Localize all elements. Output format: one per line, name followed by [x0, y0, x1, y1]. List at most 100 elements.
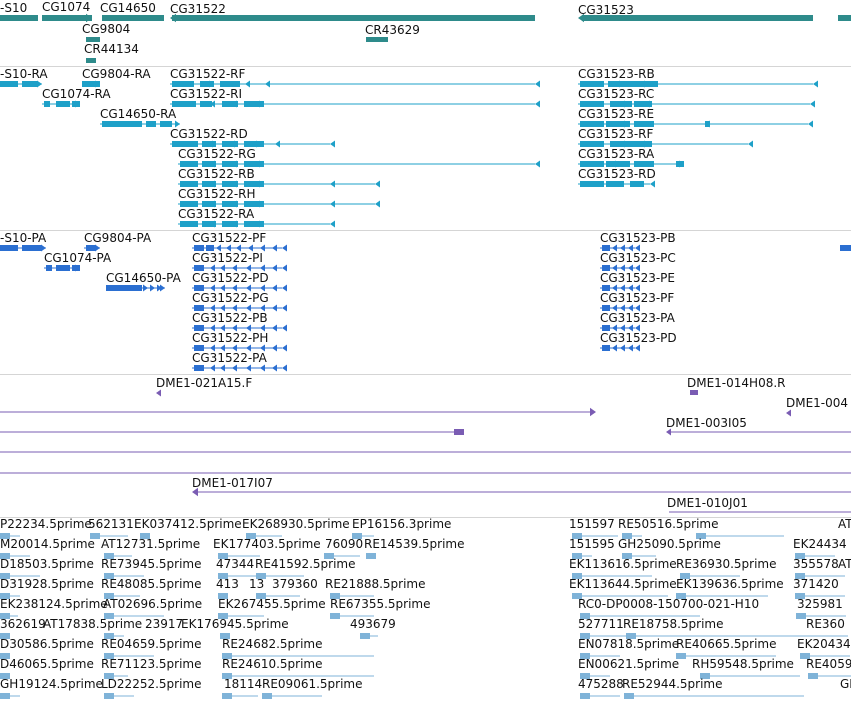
est-block[interactable]	[104, 553, 114, 559]
est-block[interactable]	[330, 613, 340, 619]
est-block[interactable]	[0, 693, 10, 699]
protein-chevron[interactable]	[628, 344, 633, 352]
transcript-exon[interactable]	[172, 81, 194, 87]
transcript-exon[interactable]	[244, 161, 264, 167]
protein-end-arrow[interactable]	[282, 264, 287, 272]
transcript-exon[interactable]	[200, 101, 212, 107]
est-block[interactable]	[795, 573, 805, 579]
transcript-exon[interactable]	[634, 121, 654, 127]
transcript-chevron[interactable]	[232, 100, 237, 108]
transcript-exon[interactable]	[44, 101, 50, 107]
est-block[interactable]	[366, 553, 376, 559]
protein-chevron[interactable]	[272, 324, 277, 332]
protein-chevron[interactable]	[620, 244, 625, 252]
transcript-exon[interactable]	[244, 201, 264, 207]
transcript-exon[interactable]	[202, 161, 216, 167]
protein-exon[interactable]	[602, 325, 610, 331]
protein-exon[interactable]	[194, 345, 204, 351]
protein-exon[interactable]	[602, 285, 610, 291]
est-block[interactable]	[104, 673, 114, 679]
protein-chevron[interactable]	[150, 284, 155, 292]
transcript-exon[interactable]	[222, 181, 238, 187]
protein-chevron[interactable]	[210, 264, 215, 272]
transcript-chevron[interactable]	[705, 120, 710, 128]
clone-bar[interactable]	[690, 390, 698, 395]
protein-chevron[interactable]	[272, 244, 277, 252]
protein-chevron[interactable]	[246, 264, 251, 272]
est-block[interactable]	[700, 673, 710, 679]
transcript-exon[interactable]	[180, 161, 198, 167]
transcript-end-arrow[interactable]	[375, 180, 380, 188]
est-block[interactable]	[580, 653, 590, 659]
clone-arrow-icon[interactable]	[786, 409, 791, 417]
clone-arrow-icon[interactable]	[156, 389, 161, 397]
protein-chevron[interactable]	[232, 344, 237, 352]
est-block[interactable]	[222, 673, 232, 679]
transcript-exon[interactable]	[244, 181, 264, 187]
est-block[interactable]	[572, 573, 582, 579]
protein-exon[interactable]	[194, 265, 204, 271]
transcript-exon[interactable]	[606, 181, 624, 187]
est-block[interactable]	[104, 613, 114, 619]
protein-chevron[interactable]	[260, 324, 265, 332]
protein-chevron[interactable]	[246, 284, 251, 292]
transcript-end-arrow[interactable]	[375, 200, 380, 208]
protein-exon[interactable]	[194, 285, 204, 291]
est-block[interactable]	[808, 673, 818, 679]
transcript-exon[interactable]	[180, 201, 198, 207]
est-block[interactable]	[622, 553, 632, 559]
protein-chevron[interactable]	[232, 364, 237, 372]
protein-exon[interactable]	[0, 245, 18, 251]
protein-chevron[interactable]	[232, 264, 237, 272]
clone-arrow-icon[interactable]	[192, 487, 198, 497]
transcript-exon[interactable]	[172, 141, 198, 147]
protein-chevron[interactable]	[232, 304, 237, 312]
est-block[interactable]	[624, 693, 634, 699]
transcript-chevron[interactable]	[265, 80, 270, 88]
protein-exon[interactable]	[194, 245, 204, 251]
protein-chevron[interactable]	[612, 324, 617, 332]
protein-exon[interactable]	[56, 265, 70, 271]
transcript-end-arrow[interactable]	[535, 100, 540, 108]
transcript-chevron[interactable]	[620, 140, 625, 148]
est-block[interactable]	[256, 573, 266, 579]
protein-end-arrow[interactable]	[635, 344, 640, 352]
protein-chevron[interactable]	[216, 244, 221, 252]
protein-chevron[interactable]	[272, 284, 277, 292]
transcript-chevron[interactable]	[255, 100, 260, 108]
est-block[interactable]	[795, 593, 805, 599]
est-block[interactable]	[0, 533, 10, 539]
protein-exon[interactable]	[602, 265, 610, 271]
est-block[interactable]	[220, 633, 230, 639]
protein-end-arrow[interactable]	[635, 304, 640, 312]
est-block[interactable]	[795, 553, 805, 559]
est-block[interactable]	[140, 533, 150, 539]
protein-exon[interactable]	[602, 345, 610, 351]
protein-chevron[interactable]	[620, 304, 625, 312]
est-block[interactable]	[222, 653, 232, 659]
protein-exon[interactable]	[206, 245, 214, 251]
transcript-end-arrow[interactable]	[679, 160, 684, 168]
gene-bar[interactable]	[838, 15, 851, 21]
est-block[interactable]	[696, 533, 706, 539]
est-block[interactable]	[0, 553, 10, 559]
protein-chevron[interactable]	[612, 244, 617, 252]
gene-bar[interactable]	[366, 37, 388, 42]
transcript-chevron[interactable]	[208, 140, 213, 148]
transcript-chevron[interactable]	[232, 200, 237, 208]
protein-chevron[interactable]	[260, 244, 265, 252]
transcript-exon[interactable]	[222, 201, 238, 207]
protein-chevron[interactable]	[143, 284, 148, 292]
transcript-exon[interactable]	[634, 161, 654, 167]
est-block[interactable]	[222, 693, 232, 699]
protein-chevron[interactable]	[220, 304, 225, 312]
protein-exon[interactable]	[46, 265, 52, 271]
gene-bar[interactable]	[86, 58, 96, 63]
transcript-end-arrow[interactable]	[95, 80, 100, 88]
transcript-exon[interactable]	[606, 121, 630, 127]
transcript-exon[interactable]	[172, 101, 196, 107]
est-block[interactable]	[104, 653, 114, 659]
transcript-chevron[interactable]	[232, 220, 237, 228]
transcript-end-arrow[interactable]	[650, 180, 655, 188]
protein-chevron[interactable]	[612, 304, 617, 312]
